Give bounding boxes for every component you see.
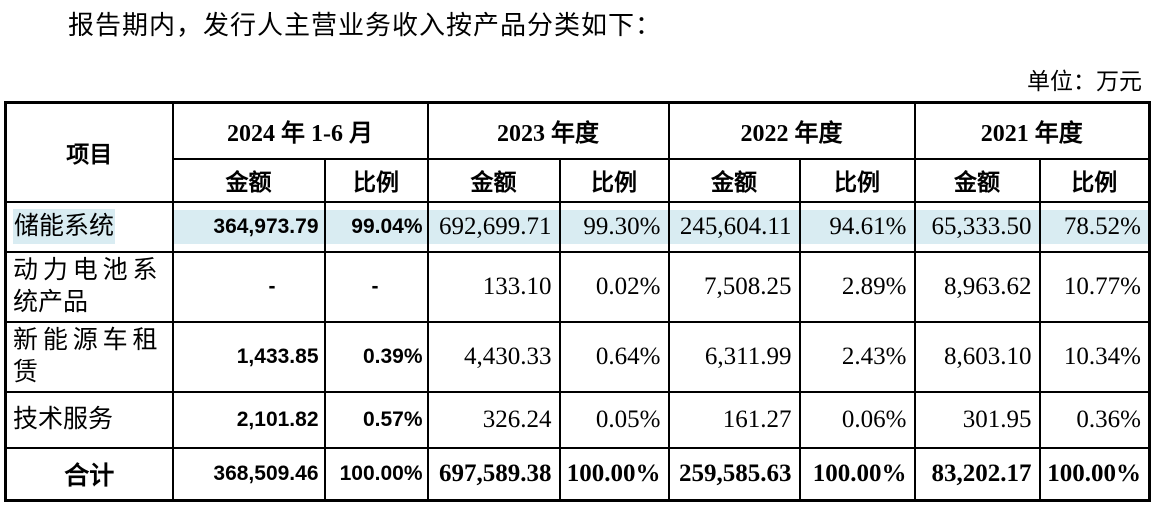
ratio-cell-2023: 0.64%: [558, 320, 670, 393]
total-amount-cell-2024: 368,509.46: [171, 446, 326, 502]
amount-cell-2021: 301.95: [913, 390, 1041, 449]
amount-header-2022: 金额: [667, 157, 801, 203]
header-row-periods: 项目 2024 年 1-6 月 2023 年度 2022 年度 2021 年度: [4, 101, 1151, 203]
amount-cell-2023: 326.24: [426, 390, 561, 449]
ratio-cell-2023: 0.02%: [558, 250, 670, 323]
ratio-cell-2023: 99.30%: [558, 200, 670, 253]
ratio-header-2023: 比例: [558, 157, 670, 203]
amount-cell-2023: 133.10: [426, 250, 561, 323]
total-ratio-cell-2022: 100.00%: [798, 446, 916, 502]
ratio-cell-2021: 10.77%: [1038, 250, 1151, 323]
amount-cell-2022: 7,508.25: [667, 250, 801, 323]
amount-cell-2024: 2,101.82: [171, 390, 326, 449]
total-ratio-cell-2023: 100.00%: [558, 446, 670, 502]
amount-cell-2022: 245,604.11: [667, 200, 801, 253]
ratio-cell-2022: 2.89%: [798, 250, 916, 323]
highlighted-row-label-text: 储能系统: [13, 208, 116, 244]
amount-cell-2024: 1,433.85: [171, 320, 326, 393]
row-label: 储能系统: [4, 200, 174, 253]
total-amount-cell-2022: 259,585.63: [667, 446, 801, 502]
amount-cell-2021: 8,603.10: [913, 320, 1041, 393]
amount-cell-2022: 6,311.99: [667, 320, 801, 393]
ratio-cell-2022: 94.61%: [798, 200, 916, 253]
revenue-by-product-table: 项目 2024 年 1-6 月 2023 年度 2022 年度 2021 年度 …: [4, 101, 1151, 502]
table-row-total: 合计 368,509.46 100.00% 697,589.38 100.00%…: [4, 446, 1151, 502]
item-column-header: 项目: [4, 101, 174, 203]
table-row-nev-leasing: 新能源车租赁 1,433.85 0.39% 4,430.33 0.64% 6,3…: [4, 320, 1151, 393]
amount-cell-2021: 65,333.50: [913, 200, 1041, 253]
ratio-cell-2023: 0.05%: [558, 390, 670, 449]
total-amount-cell-2021: 83,202.17: [913, 446, 1041, 502]
ratio-cell-2024: 0.39%: [323, 320, 429, 393]
ratio-cell-2021: 78.52%: [1038, 200, 1151, 253]
amount-header-2024: 金额: [171, 157, 326, 203]
ratio-header-2021: 比例: [1038, 157, 1151, 203]
ratio-header-2024: 比例: [323, 157, 429, 203]
ratio-cell-2024: -: [323, 250, 429, 323]
amount-cell-2024: 364,973.79: [171, 200, 326, 253]
amount-cell-2022: 161.27: [667, 390, 801, 449]
table-row-power-battery: 动力电池系统产品 - - 133.10 0.02% 7,508.25 2.89%…: [4, 250, 1151, 323]
ratio-cell-2021: 10.34%: [1038, 320, 1151, 393]
ratio-header-2022: 比例: [798, 157, 916, 203]
total-ratio-cell-2021: 100.00%: [1038, 446, 1151, 502]
amount-cell-2021: 8,963.62: [913, 250, 1041, 323]
total-amount-cell-2023: 697,589.38: [426, 446, 561, 502]
amount-cell-2023: 692,699.71: [426, 200, 561, 253]
table-row-energy-storage: 储能系统 364,973.79 99.04% 692,699.71 99.30%…: [4, 200, 1151, 253]
table-row-technical-services: 技术服务 2,101.82 0.57% 326.24 0.05% 161.27 …: [4, 390, 1151, 449]
total-row-label: 合计: [4, 446, 174, 502]
ratio-cell-2021: 0.36%: [1038, 390, 1151, 449]
period-header-2024: 2024 年 1-6 月: [171, 101, 429, 160]
amount-cell-2024: -: [171, 250, 326, 323]
row-label: 技术服务: [4, 390, 174, 449]
row-label: 动力电池系统产品: [4, 250, 174, 323]
period-header-2021: 2021 年度: [913, 101, 1151, 160]
period-header-2023: 2023 年度: [426, 101, 670, 160]
ratio-cell-2022: 0.06%: [798, 390, 916, 449]
unit-label: 单位：万元: [1027, 69, 1142, 94]
ratio-cell-2024: 99.04%: [323, 200, 429, 253]
ratio-cell-2022: 2.43%: [798, 320, 916, 393]
row-label: 新能源车租赁: [4, 320, 174, 393]
period-header-2022: 2022 年度: [667, 101, 916, 160]
amount-header-2021: 金额: [913, 157, 1041, 203]
ratio-cell-2024: 0.57%: [323, 390, 429, 449]
amount-header-2023: 金额: [426, 157, 561, 203]
header-row-measures: 金额 比例 金额 比例 金额 比例 金额 比例: [6, 157, 1151, 203]
total-ratio-cell-2024: 100.00%: [323, 446, 429, 502]
amount-cell-2023: 4,430.33: [426, 320, 561, 393]
intro-paragraph: 报告期内，发行人主营业务收入按产品分类如下：: [68, 11, 663, 40]
